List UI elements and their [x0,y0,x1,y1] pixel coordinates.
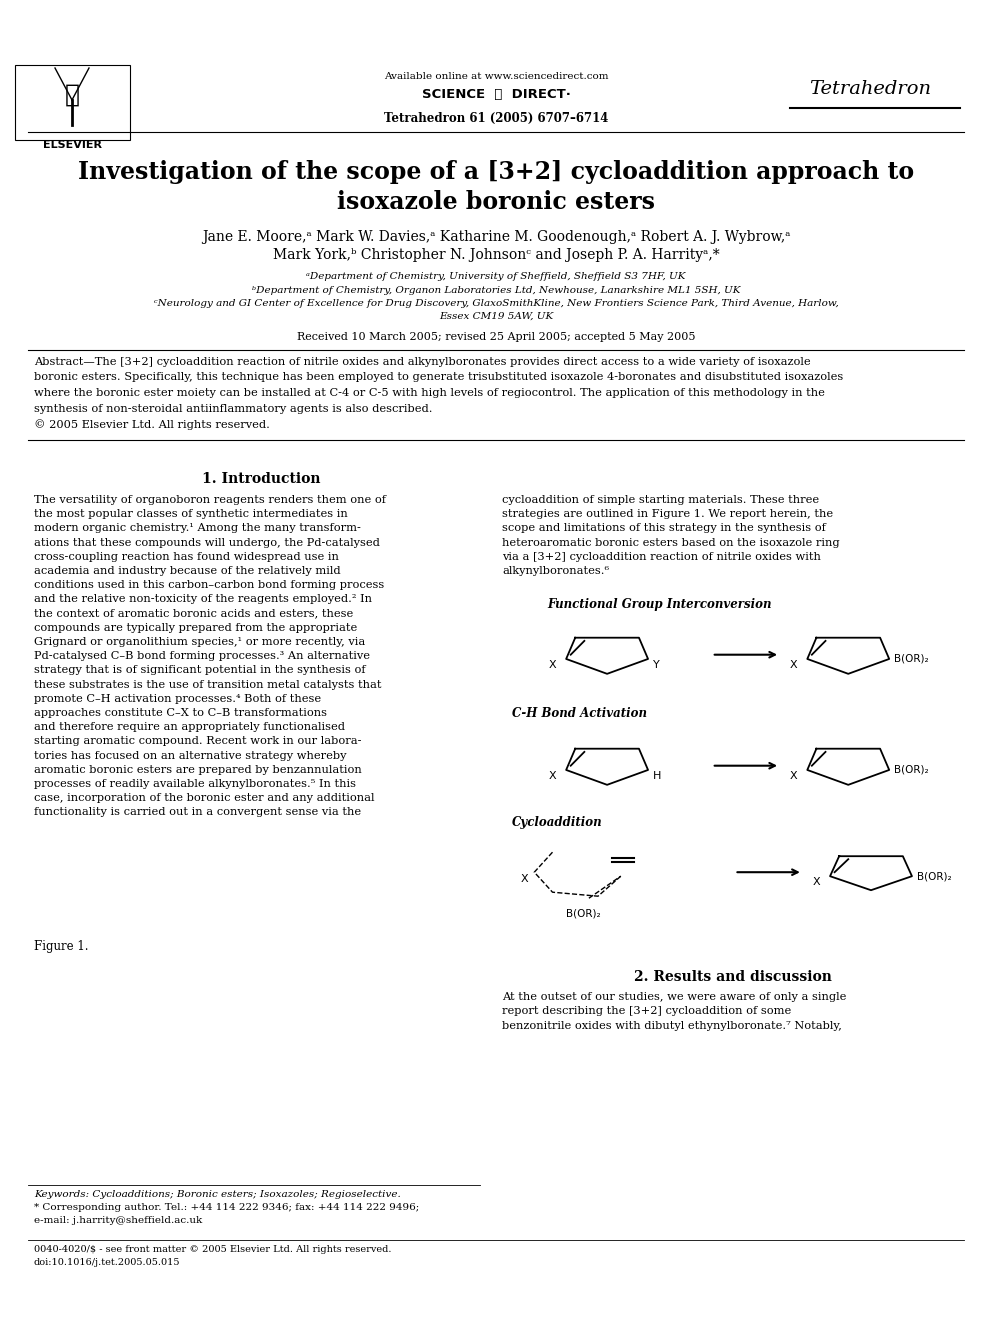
Text: conditions used in this carbon–carbon bond forming process: conditions used in this carbon–carbon bo… [34,581,384,590]
Bar [15,65,130,140]
Text: modern organic chemistry.¹ Among the many transform-: modern organic chemistry.¹ Among the man… [34,524,361,533]
Text: benzonitrile oxides with dibutyl ethynylboronate.⁷ Notably,: benzonitrile oxides with dibutyl ethynyl… [502,1020,842,1031]
Text: boronic esters. Specifically, this technique has been employed to generate trisu: boronic esters. Specifically, this techn… [34,373,843,382]
Text: X: X [790,660,798,671]
Text: the most popular classes of synthetic intermediates in: the most popular classes of synthetic in… [34,509,348,519]
Text: C-H Bond Activation: C-H Bond Activation [512,708,647,720]
Text: ᵃDepartment of Chemistry, University of Sheffield, Sheffield S3 7HF, UK: ᵃDepartment of Chemistry, University of … [307,273,685,280]
Text: X: X [790,771,798,782]
Text: Keywords: Cycloadditions; Boronic esters; Isoxazoles; Regioselective.: Keywords: Cycloadditions; Boronic esters… [34,1189,401,1199]
Text: academia and industry because of the relatively mild: academia and industry because of the rel… [34,566,340,576]
Text: X: X [549,771,557,782]
Text: Cycloaddition: Cycloaddition [512,816,602,830]
Text: Investigation of the scope of a [3+2] cycloaddition approach to: Investigation of the scope of a [3+2] cy… [78,160,914,184]
Text: processes of readily available alkynylboronates.⁵ In this: processes of readily available alkynylbo… [34,779,356,789]
Text: these substrates is the use of transition metal catalysts that: these substrates is the use of transitio… [34,680,382,689]
Text: Tetrahedron 61 (2005) 6707–6714: Tetrahedron 61 (2005) 6707–6714 [384,112,608,124]
Text: X: X [521,875,529,884]
Text: and the relative non-toxicity of the reagents employed.² In: and the relative non-toxicity of the rea… [34,594,372,605]
Text: alkynylboronates.⁶: alkynylboronates.⁶ [502,566,609,576]
Text: cycloaddition of simple starting materials. These three: cycloaddition of simple starting materia… [502,495,819,505]
Text: the context of aromatic boronic acids and esters, these: the context of aromatic boronic acids an… [34,609,353,619]
Text: compounds are typically prepared from the appropriate: compounds are typically prepared from th… [34,623,357,632]
Text: H: H [653,771,661,782]
Text: starting aromatic compound. Recent work in our labora-: starting aromatic compound. Recent work … [34,737,361,746]
Text: Abstract—The [3+2] cycloaddition reaction of nitrile oxides and alkynylboronates: Abstract—The [3+2] cycloaddition reactio… [34,357,810,366]
Text: cross-coupling reaction has found widespread use in: cross-coupling reaction has found widesp… [34,552,339,562]
Text: scope and limitations of this strategy in the synthesis of: scope and limitations of this strategy i… [502,524,826,533]
Text: 🌲: 🌲 [64,83,79,107]
Text: case, incorporation of the boronic ester and any additional: case, incorporation of the boronic ester… [34,794,375,803]
Text: SCIENCE  ⓐ  DIRECT·: SCIENCE ⓐ DIRECT· [422,89,570,101]
Text: The versatility of organoboron reagents renders them one of: The versatility of organoboron reagents … [34,495,386,505]
Text: ᵇDepartment of Chemistry, Organon Laboratories Ltd, Newhouse, Lanarkshire ML1 5S: ᵇDepartment of Chemistry, Organon Labora… [252,286,740,295]
Text: approaches constitute C–X to C–B transformations: approaches constitute C–X to C–B transfo… [34,708,327,718]
Text: e-mail: j.harrity@sheffield.ac.uk: e-mail: j.harrity@sheffield.ac.uk [34,1216,202,1225]
Text: Y: Y [653,660,660,671]
Text: B(OR)₂: B(OR)₂ [566,908,601,918]
Text: Tetrahedron: Tetrahedron [809,79,931,98]
Text: strategies are outlined in Figure 1. We report herein, the: strategies are outlined in Figure 1. We … [502,509,833,519]
Text: functionality is carried out in a convergent sense via the: functionality is carried out in a conver… [34,807,361,818]
Text: heteroaromatic boronic esters based on the isoxazole ring: heteroaromatic boronic esters based on t… [502,537,839,548]
Text: ations that these compounds will undergo, the Pd-catalysed: ations that these compounds will undergo… [34,537,380,548]
Text: tories has focused on an alternative strategy whereby: tories has focused on an alternative str… [34,750,346,761]
Text: Grignard or organolithium species,¹ or more recently, via: Grignard or organolithium species,¹ or m… [34,636,365,647]
Text: B(OR)₂: B(OR)₂ [917,872,951,881]
Text: 2. Results and discussion: 2. Results and discussion [634,970,832,984]
Text: Pd-catalysed C–B bond forming processes.³ An alternative: Pd-catalysed C–B bond forming processes.… [34,651,370,662]
Text: X: X [549,660,557,671]
Text: ᶜNeurology and GI Center of Excellence for Drug Discovery, GlaxoSmithKline, New : ᶜNeurology and GI Center of Excellence f… [154,299,838,308]
Text: 1. Introduction: 1. Introduction [201,472,320,486]
Text: report describing the [3+2] cycloaddition of some: report describing the [3+2] cycloadditio… [502,1007,792,1016]
Text: Received 10 March 2005; revised 25 April 2005; accepted 5 May 2005: Received 10 March 2005; revised 25 April… [297,332,695,343]
Text: via a [3+2] cycloaddition reaction of nitrile oxides with: via a [3+2] cycloaddition reaction of ni… [502,552,820,562]
Text: Essex CM19 5AW, UK: Essex CM19 5AW, UK [438,312,554,321]
Text: At the outset of our studies, we were aware of only a single: At the outset of our studies, we were aw… [502,992,846,1003]
Text: Figure 1.: Figure 1. [34,941,88,953]
Text: Available online at www.sciencedirect.com: Available online at www.sciencedirect.co… [384,71,608,81]
Text: synthesis of non-steroidal antiinflammatory agents is also described.: synthesis of non-steroidal antiinflammat… [34,404,433,414]
Text: ELSEVIER: ELSEVIER [43,140,101,149]
Text: strategy that is of significant potential in the synthesis of: strategy that is of significant potentia… [34,665,366,676]
Text: 0040-4020/$ - see front matter © 2005 Elsevier Ltd. All rights reserved.: 0040-4020/$ - see front matter © 2005 El… [34,1245,392,1254]
Text: B(OR)₂: B(OR)₂ [894,765,929,775]
Text: Mark York,ᵇ Christopher N. Johnsonᶜ and Joseph P. A. Harrityᵃ,*: Mark York,ᵇ Christopher N. Johnsonᶜ and … [273,247,719,262]
Text: aromatic boronic esters are prepared by benzannulation: aromatic boronic esters are prepared by … [34,765,362,775]
Text: X: X [812,877,820,888]
Text: Functional Group Interconversion: Functional Group Interconversion [547,598,772,611]
Text: where the boronic ester moiety can be installed at C-4 or C-5 with high levels o: where the boronic ester moiety can be in… [34,388,825,398]
Text: promote C–H activation processes.⁴ Both of these: promote C–H activation processes.⁴ Both … [34,693,321,704]
Text: * Corresponding author. Tel.: +44 114 222 9346; fax: +44 114 222 9496;: * Corresponding author. Tel.: +44 114 22… [34,1203,420,1212]
Text: doi:10.1016/j.tet.2005.05.015: doi:10.1016/j.tet.2005.05.015 [34,1258,181,1267]
Text: © 2005 Elsevier Ltd. All rights reserved.: © 2005 Elsevier Ltd. All rights reserved… [34,419,270,430]
Text: and therefore require an appropriately functionalised: and therefore require an appropriately f… [34,722,345,732]
Text: Jane E. Moore,ᵃ Mark W. Davies,ᵃ Katharine M. Goodenough,ᵃ Robert A. J. Wybrow,ᵃ: Jane E. Moore,ᵃ Mark W. Davies,ᵃ Kathari… [201,230,791,243]
Text: isoxazole boronic esters: isoxazole boronic esters [337,191,655,214]
Text: B(OR)₂: B(OR)₂ [894,654,929,664]
